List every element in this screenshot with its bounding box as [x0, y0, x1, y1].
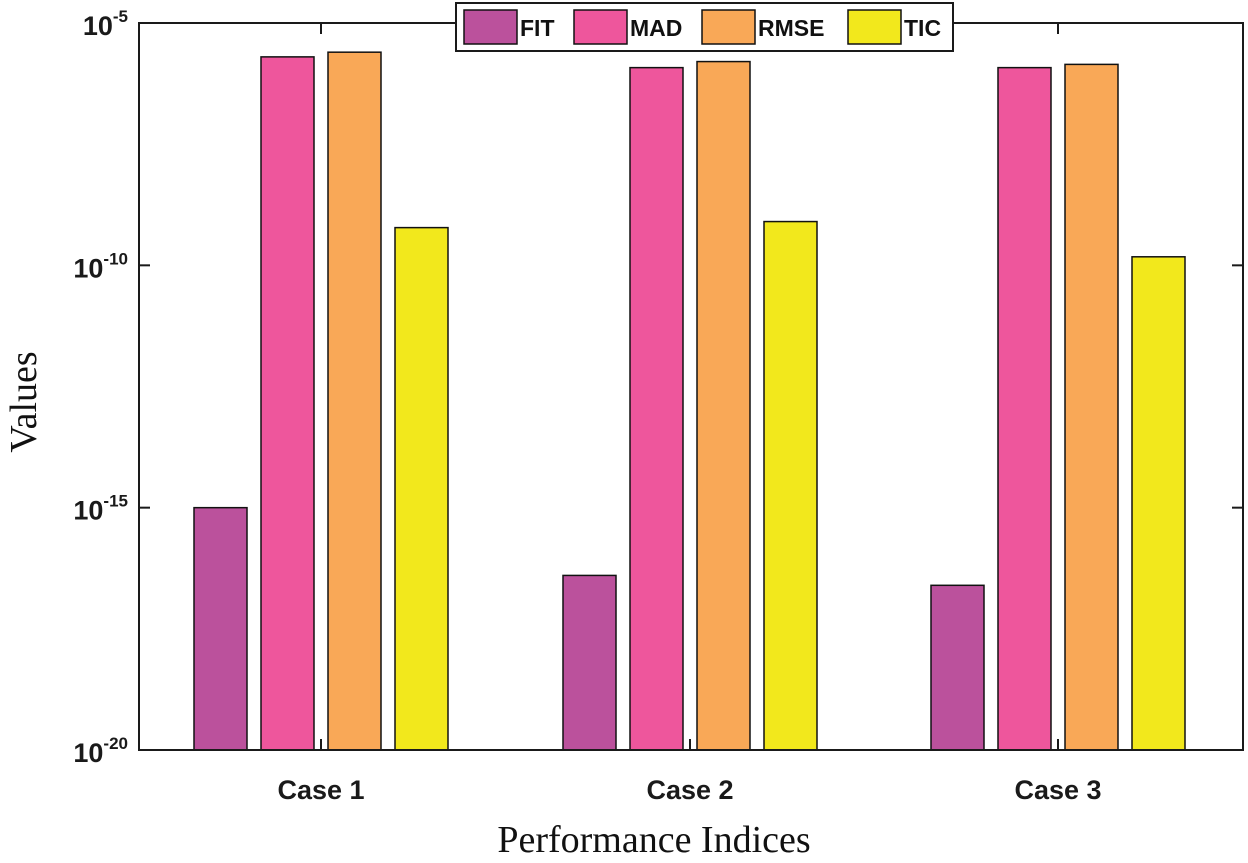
y-tick-base: 10: [73, 253, 103, 283]
legend-swatch-tic: [847, 9, 902, 45]
bar-mad-case-2: [629, 66, 684, 751]
bar-tic-case-1: [394, 226, 449, 751]
y-tick-exponent: -5: [113, 7, 128, 26]
bar-rmse-case-1: [327, 51, 382, 751]
legend-label-rmse: RMSE: [758, 15, 824, 41]
y-axis-title: Values: [3, 351, 45, 452]
y-tick-base: 10: [73, 496, 103, 526]
legend-label-fit: FIT: [520, 15, 555, 41]
legend: FIT MAD RMSE TIC: [455, 2, 954, 52]
y-tick-label: 10-15: [73, 492, 128, 526]
y-tick-exponent: -20: [103, 734, 128, 753]
x-axis-title: Performance Indices: [497, 819, 810, 861]
legend-label-tic: TIC: [904, 15, 941, 41]
y-tick-exponent: -10: [103, 249, 128, 268]
x-tick-label-case-1: Case 1: [277, 775, 364, 805]
legend-label-mad: MAD: [630, 15, 682, 41]
legend-swatch-fit: [463, 9, 518, 45]
bar-tic-case-3: [1131, 256, 1186, 751]
y-tick-label: 10-20: [73, 734, 128, 768]
bar-rmse-case-3: [1064, 63, 1119, 751]
bar-fit-case-2: [562, 574, 617, 751]
bar-mad-case-3: [997, 66, 1052, 751]
y-tick-base: 10: [83, 11, 113, 41]
y-tick-label: 10-10: [73, 249, 128, 283]
y-tick-label: 10-5: [83, 7, 128, 41]
x-tick-label-case-2: Case 2: [646, 775, 733, 805]
x-tick-labels: Case 1 Case 2 Case 3: [277, 775, 1101, 805]
plot-area: [139, 23, 1243, 750]
bar-rmse-case-2: [696, 60, 751, 751]
bar-group: [193, 51, 1186, 751]
bar-fit-case-3: [930, 584, 985, 751]
y-tick-base: 10: [73, 738, 103, 768]
bar-fit-case-1: [193, 506, 248, 751]
legend-swatch-rmse: [701, 9, 756, 45]
legend-swatch-mad: [573, 9, 628, 45]
y-tick-exponent: -15: [103, 492, 128, 511]
x-tick-label-case-3: Case 3: [1014, 775, 1101, 805]
bar-tic-case-2: [763, 220, 818, 751]
bar-mad-case-1: [260, 56, 315, 751]
